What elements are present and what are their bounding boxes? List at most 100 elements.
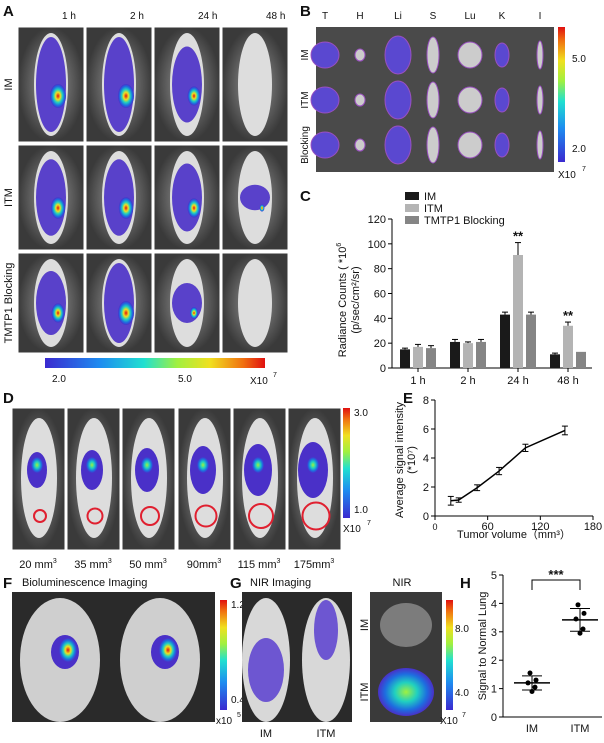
colorbar-min: 2.0 [52, 374, 66, 385]
signal-hotspot [159, 638, 177, 662]
column-label: 48 h [266, 11, 285, 22]
colorbar-exp: 7 [462, 712, 466, 719]
volume-exp: 3 [53, 558, 57, 565]
significance-bracket [531, 579, 581, 590]
panel-h-scatter-chart: H Signal to Normal Lung 0 1 2 3 4 5 IM ITM *** [460, 567, 602, 735]
y-axis-label: Radiance Counts ( *106 [336, 243, 349, 358]
signal-region [36, 37, 66, 132]
tumor-volume-label: 115 mm3 [238, 558, 281, 571]
tumor-volume-label: 20 mm3 [19, 558, 57, 571]
organ [354, 93, 366, 107]
organ [310, 41, 340, 69]
colorbar-max: 5.0 [178, 374, 192, 385]
significance-marker: *** [548, 567, 564, 582]
legend-swatch [405, 216, 419, 224]
organ [536, 130, 544, 160]
colorbar-exp: 7 [273, 372, 277, 379]
column-label: 2 h [130, 11, 144, 22]
colorbar-unit: x10 [216, 716, 233, 727]
x-tick-label: 1 h [410, 375, 425, 387]
row-label: IM [300, 49, 311, 60]
data-point [575, 602, 581, 608]
organ [384, 35, 412, 75]
panel-label: E [403, 390, 413, 407]
row-label: ITM [300, 91, 311, 108]
series-line [450, 429, 566, 502]
colorbar [45, 358, 265, 368]
data-point [529, 688, 535, 694]
colorbar-max: 1.2 [231, 600, 245, 611]
y-tick-label: 0 [491, 712, 497, 724]
column-label: S [430, 11, 437, 22]
volume-value: 175mm [294, 559, 331, 571]
y-tick-label: 2 [491, 655, 497, 667]
y-tick-label: 1 [491, 684, 497, 696]
signal-hotspot [59, 638, 77, 662]
mouse-body [238, 259, 272, 347]
x-tick-label: ITM [571, 723, 590, 735]
panel-g: G NIR Imaging IM ITM NIR IM ITM 8.0 4.0 … [230, 575, 469, 740]
signal-hotspot [252, 457, 264, 473]
nir-row-itm: ITM [359, 683, 371, 702]
volume-exp: 3 [108, 558, 112, 565]
colorbar-exp: 5 [237, 712, 241, 719]
bar [550, 354, 560, 368]
y-axis-label: Signal to Normal Lung [477, 592, 489, 701]
signal-region [172, 163, 202, 232]
bar [576, 351, 586, 368]
organ [536, 40, 544, 70]
colorbar [220, 600, 227, 710]
organ [494, 87, 510, 113]
legend-swatch [405, 204, 419, 212]
signal-hotspot [190, 307, 198, 319]
y-tick-label: 0 [380, 363, 386, 375]
panel-label: D [3, 390, 14, 407]
x-tick-label: 120 [531, 521, 549, 533]
legend-label: ITM [424, 203, 443, 215]
organ [310, 131, 340, 159]
lung-im [380, 603, 432, 647]
tumor-volume-label: 35 mm3 [74, 558, 112, 571]
colorbar-exp: 7 [582, 166, 586, 173]
row-label: ITM [3, 188, 15, 207]
signal-hotspot [307, 457, 319, 473]
colorbar-min: 1.0 [354, 505, 368, 516]
tumor-circle [33, 509, 47, 523]
tumor-volume-label: 90mm3 [187, 558, 222, 571]
signal-hotspot [31, 457, 43, 473]
panel-label: A [3, 3, 14, 20]
bar [513, 255, 523, 368]
y-tick-label: 20 [374, 338, 386, 350]
panel-label: F [3, 575, 12, 592]
data-point [580, 626, 586, 632]
y-tick-label: 2 [423, 482, 429, 494]
signal-region [36, 159, 66, 236]
row-label: Blocking [300, 126, 311, 164]
signal-region [172, 46, 202, 123]
x-tick-label: 2 h [460, 375, 475, 387]
organ [426, 36, 440, 74]
organ [384, 80, 412, 120]
signal-hotspot [50, 197, 66, 219]
y-tick-label: 100 [368, 239, 386, 251]
panel-label: H [460, 575, 471, 592]
y-label-line1: Radiance Counts ( *10 [337, 247, 349, 358]
signal-region [314, 600, 338, 660]
colorbar-exp: 7 [367, 520, 371, 527]
volume-value: 50 mm [129, 559, 163, 571]
column-label: K [499, 11, 506, 22]
panel-d: D 20 mm3 35 mm3 50 mm3 90mm3 115 mm3 175mm3 3… [3, 390, 371, 571]
data-point [533, 677, 539, 683]
signal-hotspot [118, 301, 134, 325]
colorbar [558, 27, 565, 162]
organ [494, 132, 510, 158]
tumor-circle [140, 506, 160, 526]
column-label: Lu [464, 11, 475, 22]
y-tick-label: 120 [368, 214, 386, 226]
panel-b: B T H Li S Lu K I IM ITM Blocking 5.0 2.0 X10 7 [300, 3, 586, 181]
x-tick-label: 48 h [557, 375, 578, 387]
mouse-body [238, 33, 272, 136]
tumor-circle [194, 504, 218, 528]
label-im: IM [260, 728, 272, 740]
